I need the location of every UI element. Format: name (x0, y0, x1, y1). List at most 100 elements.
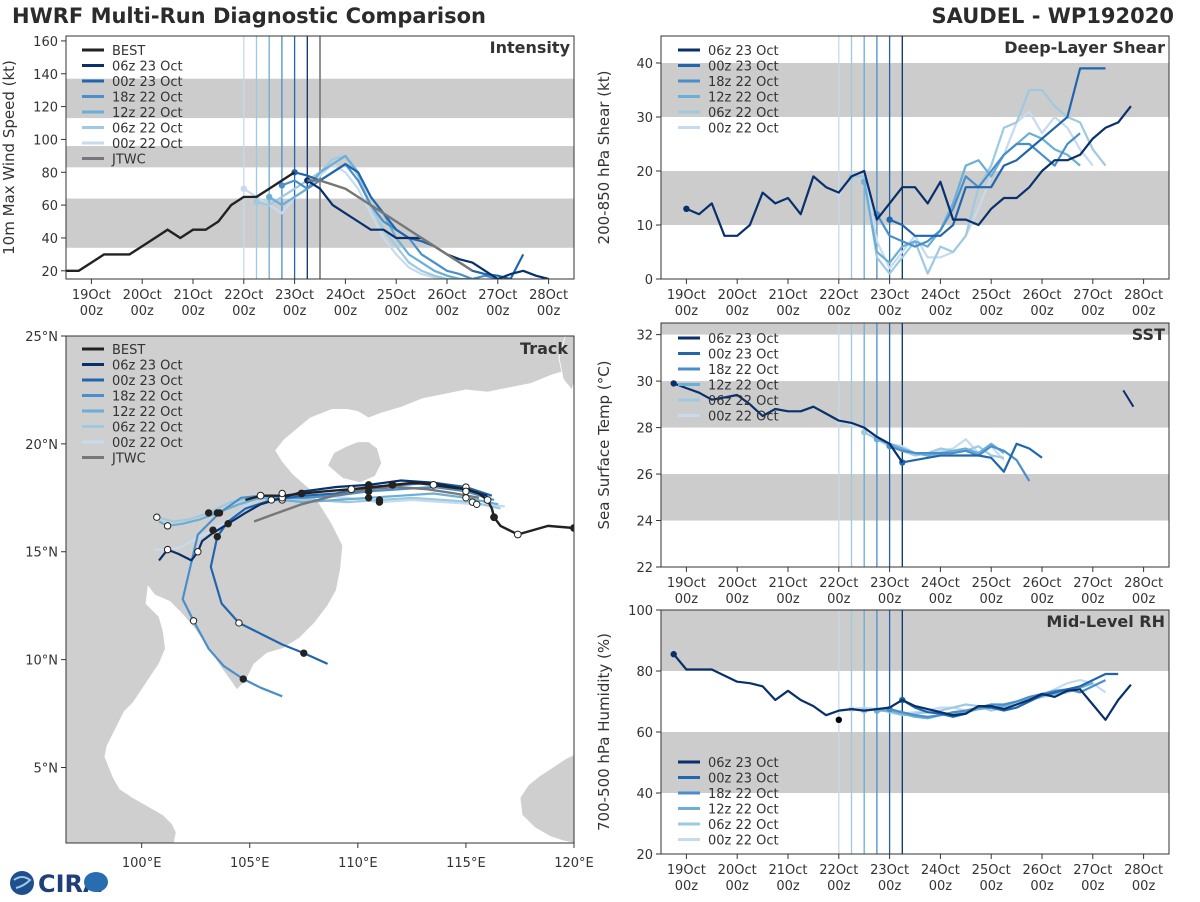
land-mass (66, 336, 574, 843)
x-tick-hour: 00z (878, 879, 902, 894)
lon-label: 110°E (338, 856, 378, 871)
x-tick-label: 27Oct 00z (1073, 576, 1112, 607)
legend-label: 00z 23 Oct (112, 75, 183, 90)
lon-label: 115°E (446, 856, 486, 871)
x-tick-label: 19Oct 00z (72, 288, 111, 319)
x-tick-label: 23Oct 00z (870, 576, 909, 607)
x-tick-label: 21Oct 00z (768, 863, 807, 894)
lat-label: 15°N (25, 546, 58, 561)
track-point (213, 509, 222, 517)
track-point (375, 498, 384, 506)
x-tick-hour: 00z (334, 304, 358, 319)
x-tick-hour: 00z (929, 304, 953, 319)
track-point (462, 487, 470, 496)
x-tick-hour: 00z (283, 304, 307, 319)
series-line-4 (256, 154, 460, 279)
x-tick-hour: 00z (675, 879, 699, 894)
legend-label: 06z 22 Oct (112, 122, 183, 137)
x-tick-label: 22Oct 00z (819, 576, 858, 607)
series-line-2 (281, 163, 499, 279)
track-point (189, 617, 198, 625)
track-point (204, 509, 213, 517)
x-tick-date: 19Oct (667, 288, 706, 303)
best-track-line (245, 481, 574, 536)
legend-label: BEST (112, 343, 145, 358)
legend-label: 06z 22 Oct (708, 818, 779, 833)
track-point (213, 532, 222, 541)
legend-label: 00z 23 Oct (708, 772, 779, 787)
x-tick-label: 27Oct 00z (1073, 288, 1112, 319)
x-tick-date: 23Oct (275, 288, 314, 303)
best-track-point (490, 513, 498, 522)
x-tick-date: 20Oct (123, 288, 162, 303)
series-line-0 (672, 653, 1132, 721)
x-tick-label: 25Oct 00z (972, 576, 1011, 607)
best-track-point (256, 491, 265, 500)
legend-label: 18z 22 Oct (708, 75, 779, 90)
legend-label: 06z 23 Oct (112, 359, 183, 374)
x-tick-date: 28Oct (529, 288, 568, 303)
x-tick-hour: 00z (776, 879, 800, 894)
series-line-3 (876, 682, 1094, 720)
best-track-line (66, 171, 296, 272)
best-track-point (388, 480, 397, 489)
jtwc-line (307, 179, 474, 272)
globe-icon (10, 871, 34, 895)
track-point (473, 500, 481, 508)
x-tick-label: 27Oct 00z (478, 288, 517, 319)
x-tick-date: 26Oct (427, 288, 466, 303)
best-track-point (347, 485, 356, 494)
x-tick-hour: 00z (827, 304, 851, 319)
track-point (267, 496, 276, 504)
x-tick-label: 20Oct 00z (718, 288, 757, 319)
cira-logo: CIRA (6, 866, 116, 902)
x-tick-hour: 00z (1030, 592, 1054, 607)
legend-label: 00z 22 Oct (708, 834, 779, 849)
sst-series (670, 380, 1135, 482)
lat-label: 5°N (34, 761, 59, 776)
x-tick-hour: 00z (1081, 304, 1105, 319)
run-start-point (683, 205, 690, 212)
x-tick-hour: 00z (80, 304, 104, 319)
x-tick-date: 19Oct (667, 576, 706, 591)
x-tick-hour: 00z (232, 304, 256, 319)
y-axis-label: 200-850 hPa Shear (kt) (595, 71, 613, 245)
y-axis-label: Sea Surface Temp (°C) (595, 360, 613, 529)
y-tick-label: 140 (33, 68, 58, 83)
track-point (194, 548, 202, 556)
track-point (364, 487, 373, 496)
x-tick-hour: 00z (726, 304, 750, 319)
x-tick-hour: 00z (1030, 879, 1054, 894)
run-start-point (278, 182, 286, 189)
x-tick-date: 21Oct (173, 288, 212, 303)
run-start-point (253, 198, 260, 206)
x-tick-hour: 00z (1081, 592, 1105, 607)
legend-label: 06z 23 Oct (708, 44, 779, 59)
x-tick-date: 23Oct (870, 863, 909, 878)
lat-label: 25°N (25, 330, 58, 345)
x-tick-label: 21Oct 00z (768, 576, 807, 607)
track-point (163, 545, 172, 554)
x-tick-label: 24Oct 00z (921, 863, 960, 894)
x-tick-date: 21Oct (768, 863, 807, 878)
x-tick-hour: 00z (827, 592, 851, 607)
x-tick-label: 19Oct 00z (667, 863, 706, 894)
x-tick-label: 20Oct 00z (718, 863, 757, 894)
shaded-band (661, 381, 1169, 428)
x-tick-label: 26Oct 00z (1022, 863, 1061, 894)
best-track-point (297, 489, 306, 498)
series-line-1 (889, 67, 1106, 237)
x-tick-label: 28Oct 00z (1124, 576, 1163, 607)
x-tick-hour: 00z (1030, 304, 1054, 319)
legend-label: 18z 22 Oct (708, 363, 779, 378)
legend-label: 12z 22 Oct (708, 803, 779, 818)
track-point (278, 489, 286, 498)
y-tick-label: 80 (636, 665, 653, 680)
run-start-point (670, 380, 677, 387)
y-tick-label: 26 (636, 468, 653, 483)
x-tick-label: 23Oct 00z (870, 863, 909, 894)
x-tick-label: 28Oct 00z (529, 288, 568, 319)
x-tick-date: 28Oct (1124, 288, 1163, 303)
